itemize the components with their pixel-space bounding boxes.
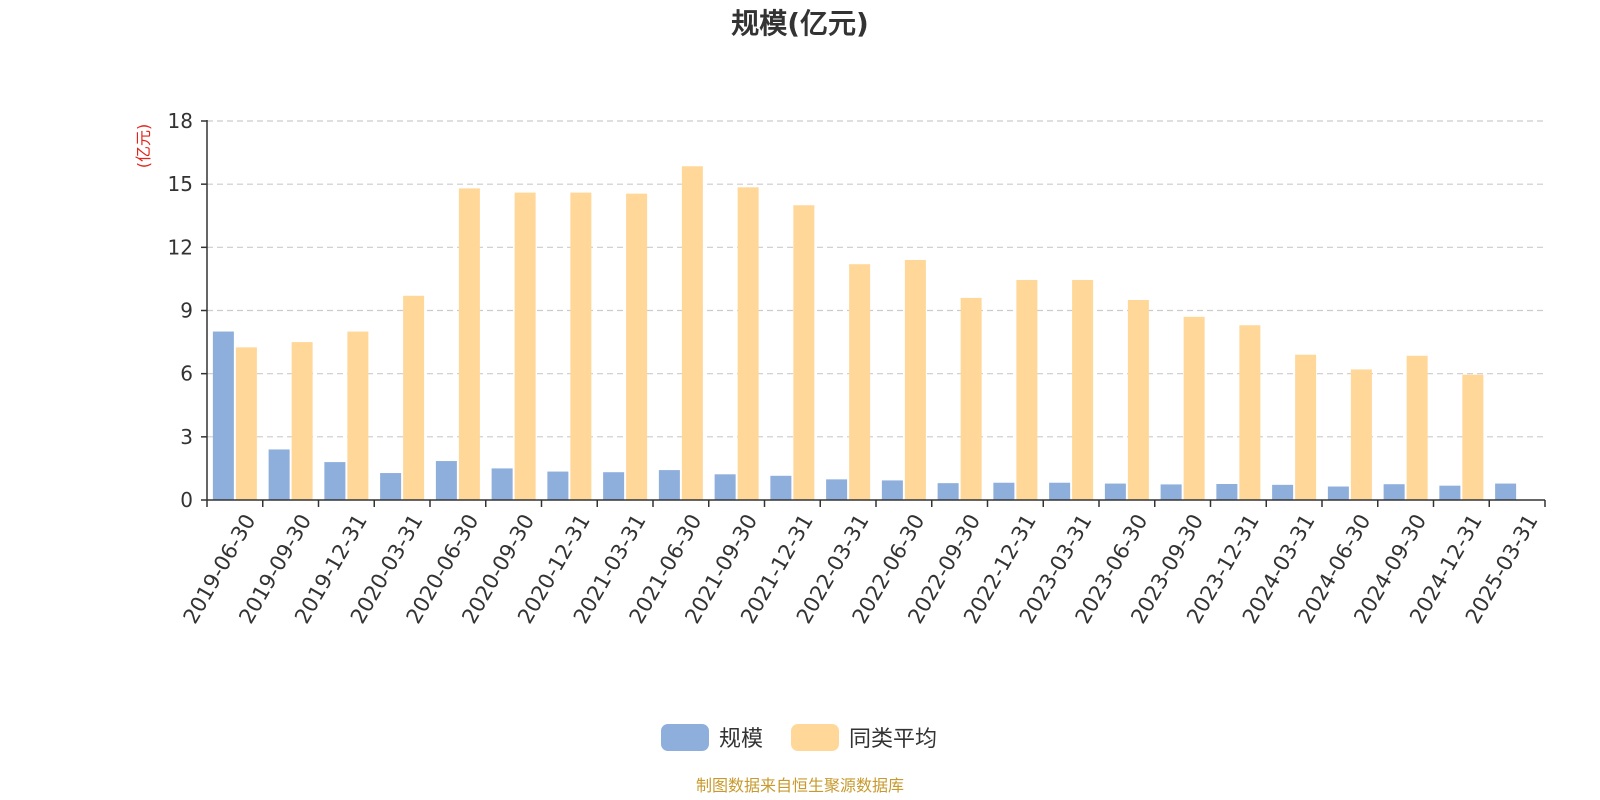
bar-peer-average	[1462, 374, 1484, 500]
bar-peer-average	[1350, 369, 1372, 500]
bar-peer-average	[904, 259, 926, 500]
bar-scale	[658, 470, 680, 500]
bar-scale	[603, 472, 625, 500]
bar-peer-average	[235, 347, 257, 500]
bar-peer-average	[1127, 299, 1149, 500]
bar-peer-average	[1239, 325, 1261, 500]
bar-scale	[435, 461, 457, 500]
bar-scale	[547, 471, 569, 500]
y-tick-labels: 0 3 6 9 12 15 18	[168, 109, 193, 512]
bar-peer-average	[514, 192, 536, 501]
y-axis-unit-label: (亿元)	[134, 124, 153, 169]
bar-peer-average	[403, 295, 425, 500]
bar-scale	[993, 482, 1015, 500]
x-tick-labels: 2019-06-302019-09-302019-12-312020-03-31…	[179, 510, 1543, 628]
bar-peer-average	[1072, 279, 1094, 500]
bar-scale	[1383, 484, 1405, 500]
axes	[201, 120, 1546, 507]
bar-scale	[826, 479, 848, 500]
y-tick-label: 6	[180, 362, 193, 386]
y-tick-label: 18	[168, 109, 193, 133]
bar-peer-average	[960, 297, 982, 500]
bar-peer-average	[1183, 316, 1205, 500]
bar-scale	[491, 468, 513, 500]
bar-scale	[1495, 483, 1517, 500]
y-tick-label: 3	[180, 425, 193, 449]
bar-peer-average	[737, 187, 759, 500]
legend-swatch-peer-average	[791, 724, 839, 751]
bar-peer-average	[849, 264, 871, 500]
bar-scale	[212, 331, 234, 500]
legend-label-scale: 规模	[719, 727, 763, 752]
bar-scale	[770, 475, 792, 500]
y-tick-label: 12	[168, 235, 193, 259]
bar-scale	[1216, 483, 1238, 500]
gridlines	[207, 120, 1545, 438]
bar-scale	[1327, 486, 1349, 500]
bar-scale	[937, 483, 959, 500]
bar-scale	[1104, 483, 1126, 500]
bar-scale	[380, 473, 402, 500]
bar-scale	[714, 474, 736, 500]
y-tick-label: 15	[168, 172, 193, 196]
bar-peer-average	[793, 205, 815, 500]
source-note: 制图数据来自恒生聚源数据库	[696, 776, 904, 795]
bar-scale	[324, 462, 346, 500]
bar-scale	[1160, 484, 1182, 500]
legend-label-peer-average: 同类平均	[849, 727, 937, 752]
bar-peer-average	[291, 342, 313, 500]
legend: 规模 同类平均	[661, 724, 937, 752]
y-tick-label: 9	[180, 299, 193, 323]
bar-peer-average	[458, 188, 480, 500]
bars	[212, 166, 1517, 501]
chart-title: 规模(亿元)	[731, 7, 869, 40]
bar-peer-average	[570, 192, 592, 501]
bar-scale	[268, 449, 290, 500]
bar-peer-average	[347, 331, 369, 500]
bar-peer-average	[1406, 355, 1428, 500]
bar-peer-average	[1016, 279, 1038, 500]
bar-peer-average	[1295, 354, 1317, 500]
bar-peer-average	[681, 166, 703, 500]
bar-scale	[881, 480, 903, 500]
y-tick-label: 0	[180, 488, 193, 512]
bar-scale	[1439, 485, 1461, 500]
legend-swatch-scale	[661, 724, 709, 751]
bar-peer-average	[626, 193, 648, 500]
bar-scale	[1049, 482, 1071, 500]
bar-scale	[1272, 484, 1294, 500]
